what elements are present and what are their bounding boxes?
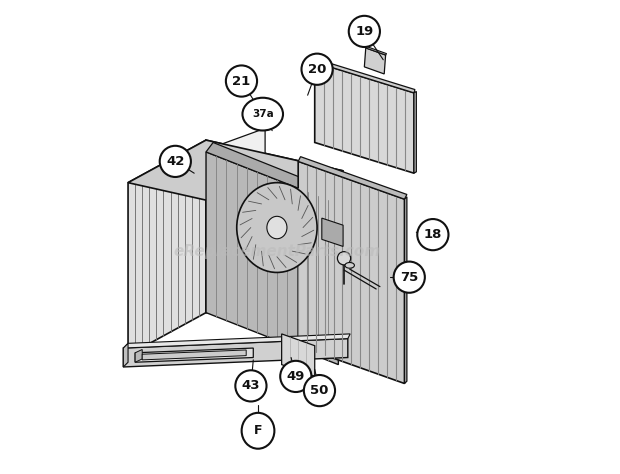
Circle shape xyxy=(337,252,351,265)
Circle shape xyxy=(280,361,311,392)
Circle shape xyxy=(394,262,425,293)
Circle shape xyxy=(417,219,448,250)
Polygon shape xyxy=(281,334,315,376)
Ellipse shape xyxy=(345,263,355,268)
Polygon shape xyxy=(404,197,407,383)
Text: 75: 75 xyxy=(400,271,419,283)
Circle shape xyxy=(304,375,335,406)
Circle shape xyxy=(301,54,333,85)
Text: F: F xyxy=(254,424,262,438)
Text: 49: 49 xyxy=(286,370,305,383)
Polygon shape xyxy=(128,140,343,213)
Text: 50: 50 xyxy=(310,384,329,397)
Polygon shape xyxy=(123,338,348,367)
Circle shape xyxy=(160,146,191,177)
Polygon shape xyxy=(414,91,417,173)
Polygon shape xyxy=(322,218,343,246)
Polygon shape xyxy=(206,143,343,204)
Polygon shape xyxy=(298,161,404,383)
Polygon shape xyxy=(123,343,128,367)
Ellipse shape xyxy=(242,98,283,130)
Polygon shape xyxy=(123,334,350,348)
Text: 42: 42 xyxy=(166,155,185,168)
Polygon shape xyxy=(135,348,254,362)
Text: 19: 19 xyxy=(355,25,373,38)
Text: 37a: 37a xyxy=(252,109,273,119)
Polygon shape xyxy=(128,140,206,355)
Circle shape xyxy=(349,16,380,47)
Polygon shape xyxy=(135,349,142,362)
Polygon shape xyxy=(366,46,386,55)
Polygon shape xyxy=(298,156,407,199)
Circle shape xyxy=(236,370,267,401)
Polygon shape xyxy=(213,128,265,310)
Polygon shape xyxy=(142,350,246,360)
Polygon shape xyxy=(315,59,415,93)
Text: 43: 43 xyxy=(242,379,260,392)
Polygon shape xyxy=(315,62,414,173)
Text: 20: 20 xyxy=(308,63,326,76)
Polygon shape xyxy=(206,152,339,365)
Text: 21: 21 xyxy=(232,74,250,88)
Text: 18: 18 xyxy=(423,228,442,241)
Ellipse shape xyxy=(267,216,287,239)
Ellipse shape xyxy=(242,413,275,449)
Polygon shape xyxy=(206,140,343,334)
Polygon shape xyxy=(365,48,386,74)
Circle shape xyxy=(226,65,257,97)
Ellipse shape xyxy=(237,182,317,273)
Text: eReplacementParts.com: eReplacementParts.com xyxy=(174,244,381,259)
